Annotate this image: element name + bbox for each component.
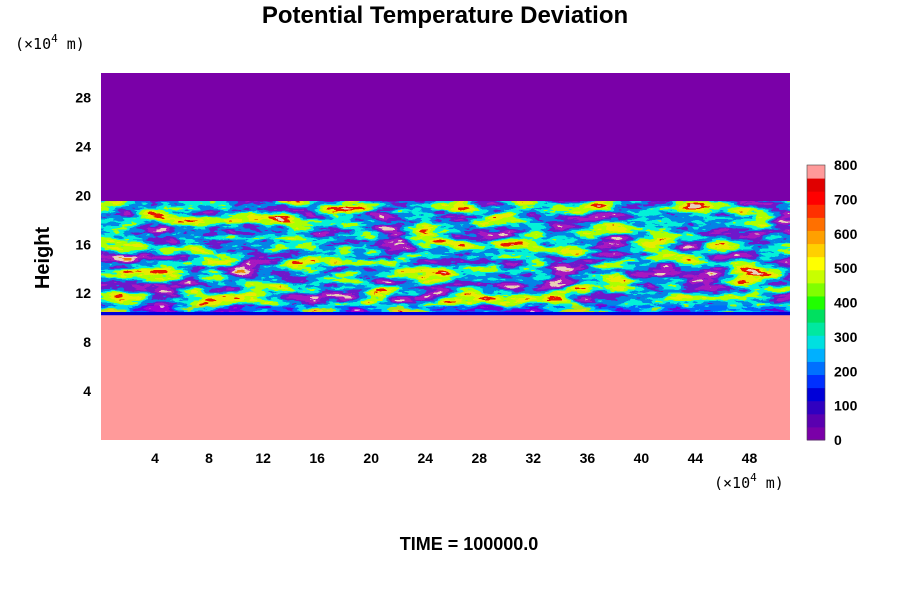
colorbar-segment <box>807 387 825 402</box>
colorbar-segment <box>807 322 825 336</box>
y-axis-ticks: 4 8 12 16 20 24 28 <box>75 89 91 399</box>
y-tick-label: 12 <box>75 285 91 301</box>
colorbar-segment <box>807 204 825 218</box>
colorbar-outline <box>806 164 826 441</box>
y-axis-unit: (×104 m) <box>15 32 85 53</box>
x-axis-unit: (×104 m) <box>714 471 784 492</box>
plot-area <box>101 73 790 440</box>
colorbar-segment <box>807 269 825 284</box>
y-tick-label: 24 <box>75 138 91 154</box>
colorbar-segment <box>807 295 825 310</box>
colorbar-segment <box>807 230 825 245</box>
y-axis-label: Height <box>32 227 54 290</box>
x-tick-label: 36 <box>580 450 596 466</box>
colorbar-segment <box>807 361 825 376</box>
x-tick-label: 40 <box>634 450 650 466</box>
colorbar-tick-label: 500 <box>834 260 858 276</box>
colorbar-tick-label: 300 <box>834 329 858 345</box>
colorbar-segment <box>807 243 825 258</box>
colorbar-segment <box>807 178 825 192</box>
colorbar-tick-label: 400 <box>834 295 858 311</box>
colorbar-segment <box>807 256 825 271</box>
heatmap-region <box>101 73 790 202</box>
x-tick-label: 20 <box>363 450 379 466</box>
x-tick-label: 32 <box>526 450 542 466</box>
y-tick-label: 16 <box>75 236 91 252</box>
x-tick-label: 24 <box>417 450 433 466</box>
colorbar-ticks: 0 100 200 300 400 500 600 700 800 <box>834 157 858 448</box>
colorbar-segment <box>807 191 825 205</box>
colorbar-segment <box>807 282 825 297</box>
x-tick-label: 16 <box>309 450 325 466</box>
time-label: TIME = 100000.0 <box>400 534 539 554</box>
chart-title: Potential Temperature Deviation <box>262 2 628 29</box>
y-tick-label: 28 <box>75 89 91 105</box>
colorbar-tick-label: 0 <box>834 432 842 448</box>
colorbar-segment <box>807 426 825 441</box>
colorbar-tick-label: 700 <box>834 191 858 207</box>
x-axis-ticks: 4 8 12 16 20 24 28 32 36 40 44 48 <box>151 450 757 466</box>
colorbar-segment <box>807 400 825 415</box>
colorbar-tick-label: 800 <box>834 157 858 173</box>
y-tick-label: 4 <box>83 383 91 399</box>
x-tick-label: 44 <box>688 450 704 466</box>
colorbar-segment <box>807 217 825 231</box>
colorbar-tick-label: 100 <box>834 398 858 414</box>
colorbar-segment <box>807 335 825 349</box>
colorbar-tick-label: 200 <box>834 363 858 379</box>
x-tick-label: 48 <box>742 450 758 466</box>
x-tick-label: 28 <box>471 450 487 466</box>
colorbar-segment <box>807 165 825 179</box>
heatmap-region <box>101 201 790 312</box>
heatmap-regions <box>101 73 790 440</box>
colorbar-segment <box>807 309 825 323</box>
y-tick-label: 20 <box>75 187 91 203</box>
x-tick-label: 4 <box>151 450 159 466</box>
colorbar-segment <box>807 348 825 362</box>
heatmap-region <box>101 311 790 440</box>
heatmap-region <box>101 305 790 316</box>
x-tick-label: 12 <box>255 450 271 466</box>
x-tick-label: 8 <box>205 450 213 466</box>
y-tick-label: 8 <box>83 334 91 350</box>
colorbar-tick-label: 600 <box>834 226 858 242</box>
colorbar-segment <box>807 413 825 428</box>
colorbar <box>806 164 826 441</box>
colorbar-segment <box>807 374 825 389</box>
